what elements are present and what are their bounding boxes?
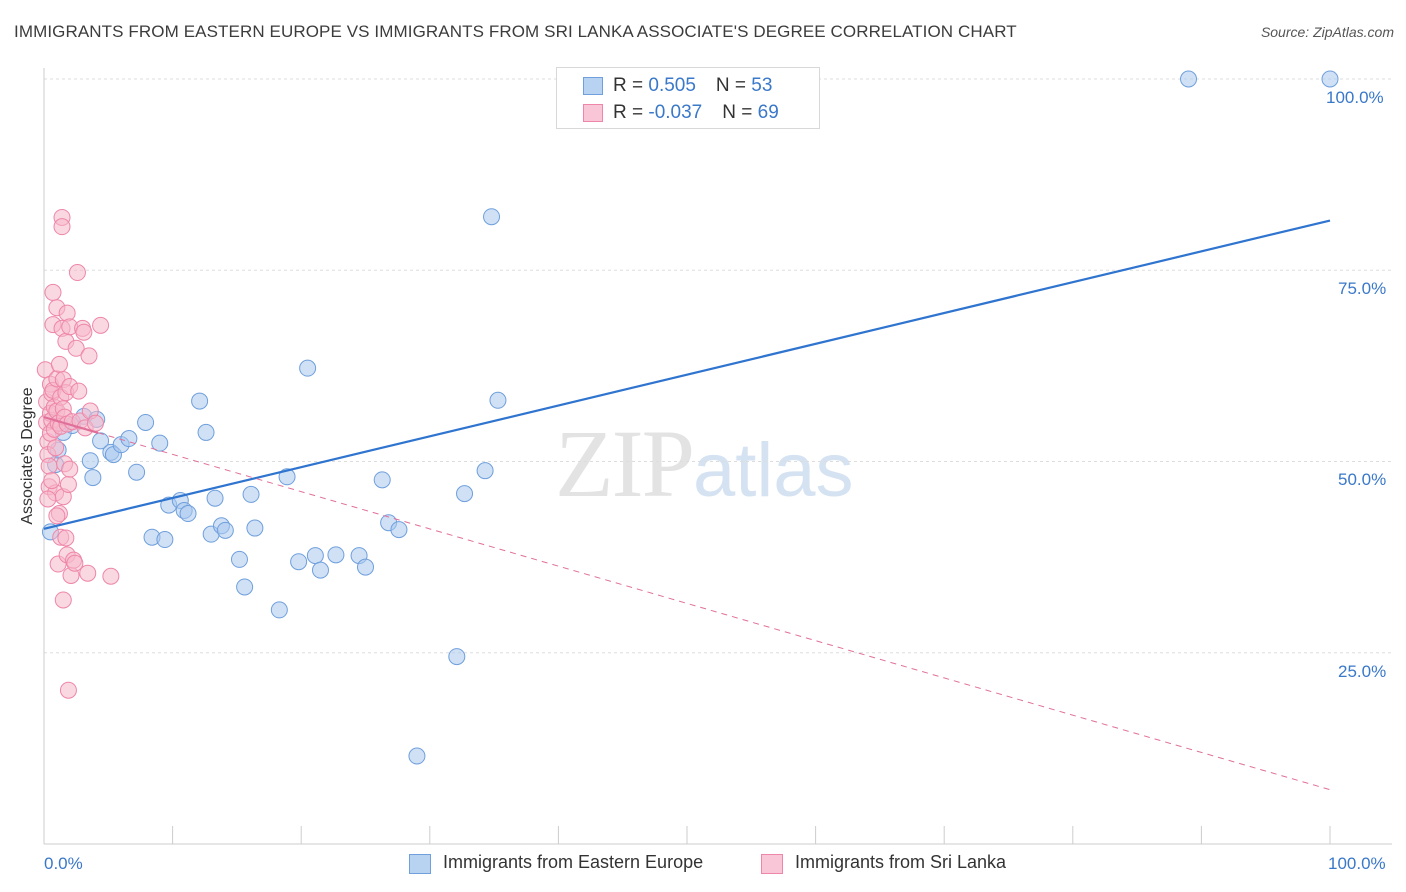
- point-sri-lanka: [43, 472, 61, 490]
- point-eastern-europe: [230, 550, 248, 568]
- legend-swatch-blue: [583, 77, 603, 95]
- x-tick-label-max: 100.0%: [1328, 854, 1386, 873]
- point-sri-lanka: [61, 460, 79, 478]
- point-sri-lanka: [67, 339, 85, 357]
- point-sri-lanka: [54, 591, 72, 609]
- bottom-legend-label: Immigrants from Sri Lanka: [795, 852, 1007, 872]
- point-sri-lanka: [48, 507, 66, 525]
- x-tick-label-min: 0.0%: [44, 854, 83, 873]
- point-eastern-europe: [448, 648, 466, 666]
- bottom-legend-swatch-blue: [409, 854, 431, 874]
- point-sri-lanka: [79, 564, 97, 582]
- point-eastern-europe: [197, 423, 215, 441]
- point-sri-lanka: [80, 347, 98, 365]
- source-label: Source: ZipAtlas.com: [1260, 24, 1394, 40]
- point-eastern-europe: [373, 471, 391, 489]
- point-eastern-europe: [128, 463, 146, 481]
- point-eastern-europe: [151, 434, 169, 452]
- legend-r-label: R =: [613, 75, 649, 96]
- legend-n-label: N =: [722, 102, 758, 123]
- point-eastern-europe: [408, 747, 426, 765]
- point-eastern-europe: [270, 601, 288, 619]
- legend-r-value: -0.037: [648, 102, 703, 123]
- point-eastern-europe: [216, 521, 234, 539]
- legend-stats-text: R = -0.037 N = 69: [613, 102, 779, 124]
- point-eastern-europe: [456, 485, 474, 503]
- trendline-sri-lanka-dashed: [97, 432, 1331, 791]
- point-sri-lanka: [57, 529, 75, 547]
- point-sri-lanka: [59, 681, 77, 699]
- point-eastern-europe: [1321, 70, 1339, 88]
- point-eastern-europe: [299, 359, 317, 377]
- point-eastern-europe: [483, 208, 501, 226]
- point-eastern-europe: [156, 531, 174, 549]
- point-sri-lanka: [58, 304, 76, 322]
- point-sri-lanka: [44, 283, 62, 301]
- point-sri-lanka: [59, 475, 77, 493]
- point-eastern-europe: [246, 519, 264, 537]
- point-sri-lanka: [50, 355, 68, 373]
- point-eastern-europe: [120, 430, 138, 448]
- point-eastern-europe: [357, 558, 374, 576]
- point-sri-lanka: [39, 490, 57, 508]
- point-sri-lanka: [53, 218, 71, 236]
- y-tick-label-100: 100.0%: [1326, 88, 1384, 107]
- point-eastern-europe: [476, 462, 494, 480]
- point-sri-lanka: [70, 382, 88, 400]
- legend-n-label: N =: [715, 75, 752, 96]
- legend-stats-text: R = 0.505 N = 53: [613, 75, 772, 97]
- legend-swatch-pink: [583, 104, 603, 122]
- trendline-sri-lanka-solid: [43, 416, 99, 434]
- point-sri-lanka: [86, 414, 104, 432]
- point-eastern-europe: [1180, 70, 1198, 88]
- point-sri-lanka: [68, 264, 86, 282]
- y-tick-label-50: 50.0%: [1338, 470, 1387, 489]
- point-sri-lanka: [102, 567, 120, 585]
- watermark-atlas: atlas: [693, 428, 854, 513]
- point-eastern-europe: [278, 468, 296, 486]
- legend-n-value: 69: [757, 102, 779, 123]
- point-eastern-europe: [92, 432, 110, 450]
- point-eastern-europe: [191, 392, 209, 410]
- stats-legend: R = 0.505 N = 53 R = -0.037 N = 69: [556, 67, 820, 129]
- point-sri-lanka: [40, 457, 58, 475]
- y-tick-label-75: 75.0%: [1338, 279, 1387, 298]
- point-eastern-europe: [84, 469, 102, 487]
- point-eastern-europe: [290, 553, 308, 571]
- legend-n-value: 53: [751, 75, 773, 96]
- legend-r-label: R =: [613, 102, 649, 123]
- point-eastern-europe: [390, 521, 408, 539]
- point-eastern-europe: [81, 452, 99, 470]
- point-sri-lanka: [75, 323, 93, 341]
- watermark-zip: ZIP: [555, 410, 695, 517]
- point-eastern-europe: [311, 561, 329, 579]
- chart-title: IMMIGRANTS FROM EASTERN EUROPE VS IMMIGR…: [14, 22, 1017, 41]
- watermark: ZIPatlas: [555, 408, 854, 519]
- point-eastern-europe: [242, 485, 260, 503]
- point-eastern-europe: [179, 505, 197, 523]
- y-axis-label: Associate's Degree: [19, 387, 36, 525]
- y-tick-label-25: 25.0%: [1338, 662, 1387, 681]
- point-sri-lanka: [66, 554, 84, 572]
- point-eastern-europe: [327, 546, 345, 564]
- point-eastern-europe: [489, 391, 507, 409]
- point-sri-lanka: [47, 439, 65, 457]
- point-eastern-europe: [306, 547, 324, 565]
- trendline-eastern-europe: [43, 219, 1331, 530]
- bottom-legend-swatch-pink: [761, 854, 783, 874]
- point-eastern-europe: [236, 578, 254, 596]
- point-eastern-europe: [137, 413, 155, 431]
- point-eastern-europe: [206, 489, 224, 507]
- point-sri-lanka: [92, 316, 110, 334]
- bottom-legend-label: Immigrants from Eastern Europe: [443, 852, 704, 872]
- legend-r-value: 0.505: [648, 75, 696, 96]
